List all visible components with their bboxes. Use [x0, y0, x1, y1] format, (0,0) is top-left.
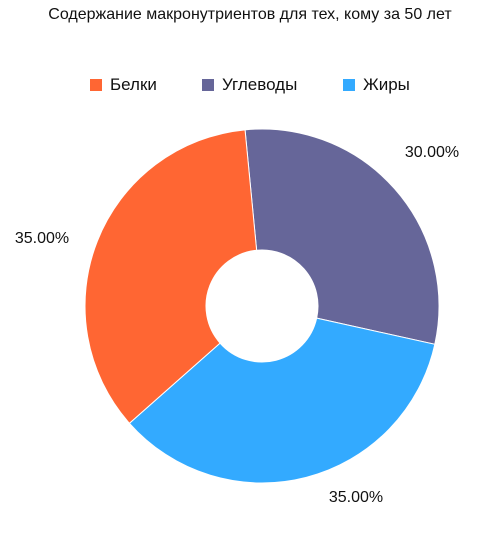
chart-title: Содержание макронутриентов для тех, кому… — [48, 6, 452, 23]
slice-proteins[interactable] — [84, 129, 258, 424]
legend-item-carbs[interactable]: Углеводы — [202, 75, 297, 95]
slice-label-proteins: 35.00% — [15, 230, 69, 247]
legend-label-fats: Жиры — [363, 75, 410, 94]
legend-item-fats[interactable]: Жиры — [343, 75, 410, 95]
slice-fats[interactable] — [128, 317, 436, 484]
legend-label-carbs: Углеводы — [222, 75, 298, 94]
slice-label-carbs: 30.00% — [405, 144, 459, 161]
slice-label-fats: 35.00% — [329, 489, 383, 506]
slice-carbs[interactable] — [244, 128, 440, 345]
legend-item-proteins[interactable]: Белки — [90, 75, 157, 95]
legend-swatch-fats — [343, 79, 355, 91]
legend-label-proteins: Белки — [110, 75, 157, 94]
chart-legend: Белки Углеводы Жиры — [0, 75, 500, 95]
legend-swatch-carbs — [202, 79, 214, 91]
legend-swatch-proteins — [90, 79, 102, 91]
